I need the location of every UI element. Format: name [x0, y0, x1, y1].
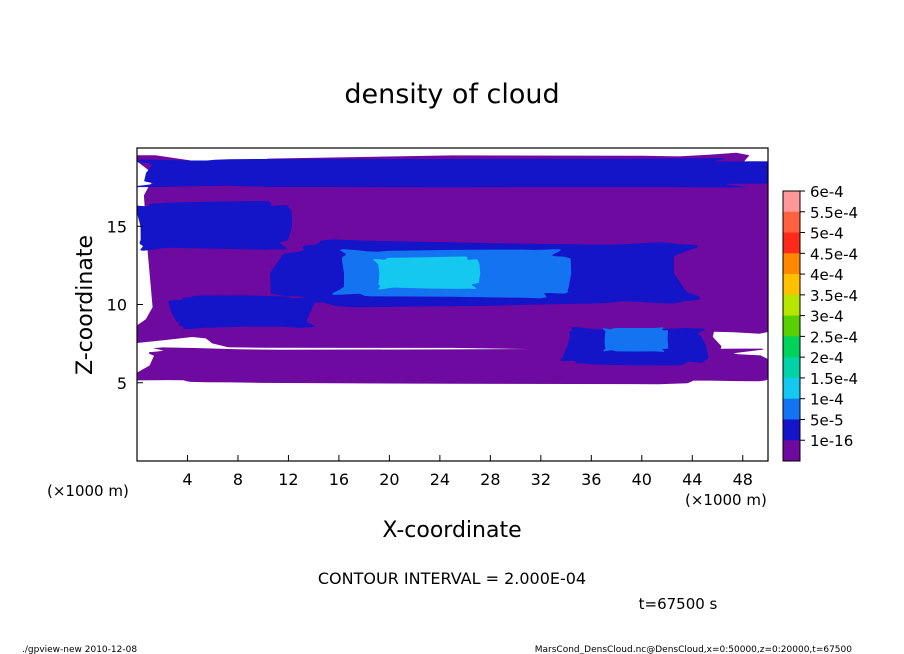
- y-tick-label: 10: [107, 296, 127, 315]
- colorbar-label: 5e-4: [810, 225, 844, 243]
- region-5e-5-2: [137, 158, 768, 188]
- colorbar-swatch: [783, 377, 800, 400]
- y-axis-label: Z-coordinate: [73, 235, 98, 375]
- region-shape: [137, 158, 768, 188]
- colorbar: 6e-4 5.5e-4 5e-4 4.5e-4 4e-4 3.5e-4 3e-4 2.5e-4…: [782, 183, 858, 462]
- x-unit-right: (×1000 m): [685, 491, 767, 509]
- colorbar-label: 5e-5: [810, 411, 844, 429]
- colorbar-swatch: [783, 191, 800, 213]
- density-field: [137, 152, 768, 385]
- colorbar-swatch: [783, 274, 800, 296]
- region-shape: [137, 200, 292, 251]
- region-1.5e-4-9: [373, 256, 481, 290]
- colorbar-label: 3e-4: [810, 308, 844, 326]
- y-tick-label: 5: [117, 374, 127, 393]
- colorbar-label: 4.5e-4: [810, 245, 858, 263]
- x-axis-label: X-coordinate: [382, 518, 521, 543]
- region-shape: [168, 295, 318, 330]
- region-5e-5-3: [137, 200, 292, 251]
- x-tick-label: 24: [430, 470, 450, 489]
- x-unit-left: (×1000 m): [47, 482, 129, 500]
- x-tick-label: 4: [182, 470, 192, 489]
- region-shape: [373, 256, 481, 290]
- x-tick-label: 8: [233, 470, 243, 489]
- region-5e-5-4: [168, 295, 318, 330]
- colorbar-label: 2.5e-4: [810, 328, 858, 346]
- colorbar-label: 5.5e-4: [810, 204, 858, 222]
- x-tick-label: 44: [682, 470, 702, 489]
- colorbar-swatch: [783, 419, 800, 441]
- colorbar-swatch: [783, 336, 800, 358]
- y-tick-label: 15: [107, 217, 127, 236]
- region-shape: [602, 327, 669, 352]
- colorbar-swatch: [783, 253, 800, 275]
- colorbar-swatch: [783, 211, 800, 234]
- contour-interval-label: CONTOUR INTERVAL = 2.000E-04: [318, 569, 586, 588]
- x-tick-label: 16: [329, 470, 349, 489]
- colorbar-label: 3.5e-4: [810, 287, 858, 305]
- colorbar-swatch: [783, 357, 800, 379]
- colorbar-label: 4e-4: [810, 266, 844, 284]
- footer-left: ./gpview-new 2010-12-08: [22, 645, 137, 654]
- colorbar-swatch: [783, 440, 800, 462]
- time-label: t=67500 s: [639, 595, 718, 613]
- colorbar-frame: [782, 190, 801, 462]
- colorbar-swatch: [783, 232, 800, 254]
- colorbar-label: 1e-4: [810, 391, 844, 409]
- chart-title: density of cloud: [344, 79, 559, 110]
- x-tick-label: 40: [632, 470, 652, 489]
- footer-right: MarsCond_DensCloud.nc@DensCloud,x=0:5000…: [535, 645, 852, 654]
- colorbar-label: 6e-4: [810, 183, 844, 201]
- colorbar-swatch: [783, 294, 800, 317]
- colorbar-swatch: [783, 315, 800, 337]
- colorbar-swatch: [783, 398, 800, 420]
- colorbar-label: 1.5e-4: [810, 370, 858, 388]
- x-axis-ticks: 4 8 12 16 20 24 28 32 36 40 44 48: [182, 455, 753, 489]
- y-axis-ticks: 5 10 15: [107, 217, 143, 393]
- x-tick-label: 28: [480, 470, 500, 489]
- colorbar-label: 1e-16: [810, 432, 853, 450]
- x-tick-label: 12: [278, 470, 298, 489]
- x-tick-label: 48: [733, 470, 753, 489]
- colorbar-label: 2e-4: [810, 349, 844, 367]
- x-tick-label: 20: [379, 470, 399, 489]
- region-1e-4-8: [602, 327, 669, 352]
- x-tick-label: 36: [581, 470, 601, 489]
- x-tick-label: 32: [531, 470, 551, 489]
